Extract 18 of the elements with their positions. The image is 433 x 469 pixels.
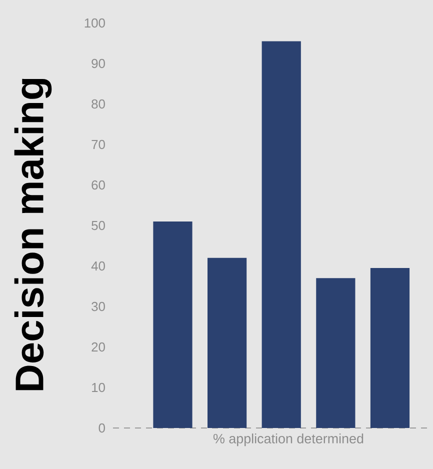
y-tick-label: 20	[92, 342, 105, 352]
y-tick-label: 10	[92, 382, 105, 392]
bar	[316, 278, 356, 428]
y-tick-label: 40	[91, 261, 105, 271]
x-axis-title: % application determined	[213, 434, 364, 446]
bar	[153, 221, 192, 428]
bar	[262, 41, 301, 428]
bar	[370, 268, 410, 428]
y-tick-label: 70	[92, 140, 105, 150]
y-tick-label: 90	[92, 58, 105, 68]
y-tick-label: 50	[92, 220, 105, 230]
y-axis-title: Decision making	[14, 78, 52, 390]
bar	[208, 258, 247, 428]
y-tick-label: 0	[98, 423, 105, 433]
y-tick-label: 60	[92, 180, 105, 190]
y-tick-label: 30	[92, 302, 105, 312]
y-tick-label: 100	[84, 18, 105, 28]
y-tick-label: 80	[92, 99, 105, 109]
